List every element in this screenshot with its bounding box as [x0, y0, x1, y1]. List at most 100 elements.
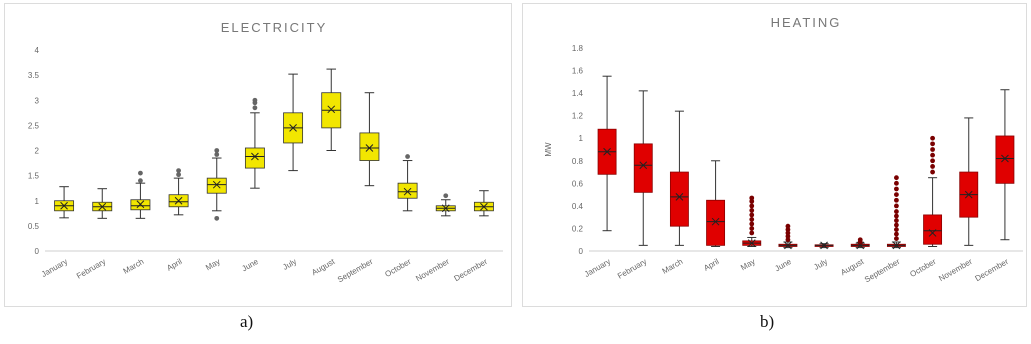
outlier-point [749, 230, 755, 236]
electricity-chart-title: ELECTRICITY [221, 20, 328, 35]
heating-x-tick-label: January [583, 257, 612, 279]
outlier-point [930, 158, 935, 164]
electricity-box-september [359, 92, 380, 187]
outlier-point [785, 227, 791, 232]
outlier-point [176, 172, 181, 178]
mean-marker [289, 124, 297, 132]
outlier-point [894, 213, 899, 219]
electricity-y-tick-label: 0.5 [28, 222, 40, 231]
caption-a: a) [240, 312, 254, 331]
outlier-point [749, 212, 755, 218]
outlier-point [894, 209, 899, 214]
heating-y-tick-label: 0.6 [572, 179, 584, 188]
heating-chart-panel: HEATING MW 0 0.2 0.4 0.6 0.8 1 1.2 1.4 1.6 1.8 Janua… [522, 3, 1027, 307]
outlier-point [785, 237, 791, 243]
mean-marker [1001, 154, 1009, 163]
electricity-box-october [397, 154, 418, 212]
electricity-x-tick-label: June [240, 257, 260, 274]
electricity-x-tick-label: September [336, 257, 375, 285]
iqr-box [706, 199, 726, 246]
heating-y-tick-label: 1.8 [572, 44, 584, 53]
electricity-x-tick-label: August [310, 257, 337, 278]
electricity-y-tick-label: 4 [35, 46, 40, 55]
mean-marker [251, 152, 259, 161]
electricity-x-tick-label: April [165, 257, 184, 273]
heating-box-january [597, 75, 617, 232]
electricity-y-tick-label: 0 [35, 247, 40, 256]
heating-x-tick-label: March [661, 257, 685, 276]
electricity-x-tick-label: May [204, 257, 222, 272]
electricity-x-tick-label: November [414, 257, 451, 283]
iqr-box [923, 214, 943, 245]
electricity-box-november [435, 193, 456, 217]
electricity-box-january [54, 186, 75, 219]
outlier-point [214, 152, 220, 157]
outlier-point [894, 203, 899, 209]
electricity-box-february [92, 188, 113, 219]
outlier-point [749, 221, 755, 227]
outlier-point [785, 233, 791, 239]
heating-x-tick-label: February [616, 257, 648, 281]
heating-chart: HEATING MW 0 0.2 0.4 0.6 0.8 1 1.2 1.4 1.6 1.8 Janua… [544, 15, 1023, 285]
mean-marker [711, 217, 720, 226]
heating-box-may [742, 195, 762, 247]
heating-y-tick-label: 0.4 [572, 202, 584, 211]
electricity-y-tick-label: 1 [35, 197, 40, 206]
electricity-box-august [321, 68, 342, 151]
iqr-box [359, 132, 380, 161]
electricity-y-tick-label: 2.5 [28, 121, 40, 130]
mean-marker [639, 161, 648, 170]
mean-marker [820, 241, 828, 250]
heating-box-april [706, 160, 726, 247]
outlier-point [930, 141, 935, 147]
electricity-box-may [206, 148, 227, 221]
heating-y-tick-label: 1.6 [572, 67, 584, 76]
outlier-point [894, 186, 899, 192]
heating-box-october [923, 135, 943, 247]
heating-box-july [814, 241, 834, 250]
outlier-point [749, 203, 755, 209]
electricity-box-december [473, 190, 494, 217]
heating-x-tick-label: April [702, 257, 721, 273]
mean-marker [212, 180, 221, 189]
outlier-point [214, 148, 220, 153]
outlier-point [894, 227, 899, 232]
heating-box-september [886, 175, 906, 250]
iqr-box [995, 135, 1015, 184]
mean-marker [480, 202, 488, 211]
iqr-box [206, 177, 227, 194]
electricity-x-tick-label: January [40, 257, 69, 279]
iqr-box [669, 171, 689, 227]
mean-marker [856, 241, 865, 250]
heating-y-tick-label: 0.8 [572, 157, 584, 166]
electricity-y-tick-label: 2 [35, 147, 40, 156]
electricity-x-tick-label: October [383, 257, 412, 279]
heating-x-tick-label: November [937, 257, 974, 283]
outlier-point [930, 147, 935, 152]
outlier-point [930, 152, 935, 158]
mean-marker [136, 200, 145, 209]
outlier-point [785, 223, 791, 229]
heating-x-tick-label: October [908, 257, 937, 279]
mean-marker [928, 229, 937, 237]
outlier-point [749, 195, 755, 201]
mean-marker [174, 196, 183, 205]
outlier-point [930, 135, 935, 141]
mean-marker [964, 190, 973, 199]
mean-marker [403, 187, 412, 196]
mean-marker [784, 241, 792, 250]
heating-box-august [850, 237, 870, 250]
mean-marker [98, 202, 107, 211]
heating-x-tick-label: September [863, 257, 902, 285]
heating-box-june [778, 223, 798, 250]
mean-marker [675, 193, 684, 201]
mean-marker [60, 201, 68, 210]
heating-x-tick-label: December [973, 257, 1010, 283]
outlier-point [443, 193, 449, 199]
mean-marker [603, 147, 611, 156]
outlier-point [894, 175, 899, 181]
outlier-point [894, 222, 899, 228]
outlier-point [857, 237, 863, 243]
heating-box-november [959, 117, 979, 246]
outlier-point [930, 169, 935, 175]
